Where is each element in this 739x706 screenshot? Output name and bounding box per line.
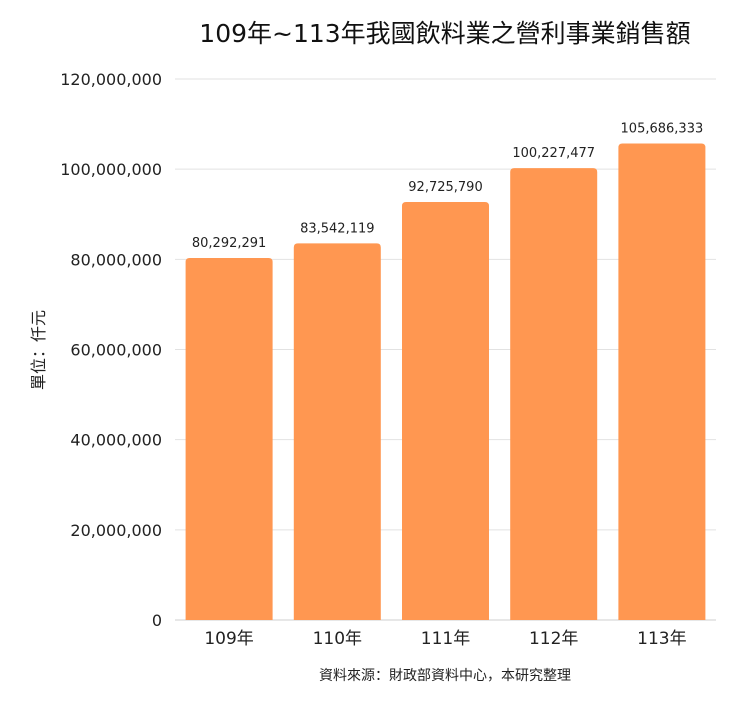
x-tick-label: 112年: [529, 629, 578, 649]
y-tick-label: 120,000,000: [60, 70, 162, 89]
bar: [185, 258, 273, 620]
x-tick-label: 110年: [313, 629, 362, 649]
data-label: 105,686,333: [621, 122, 704, 137]
bar: [293, 243, 381, 621]
x-tick-label: 111年: [421, 629, 470, 649]
y-tick-label: 100,000,000: [60, 160, 162, 179]
y-tick-label: 60,000,000: [70, 341, 162, 360]
x-axis-ticks: 109年 110年 111年 112年 113年: [204, 629, 686, 649]
bar: [618, 143, 706, 621]
bar: [402, 201, 489, 620]
data-labels: 80,292,291 83,542,119 92,725,790 100,227,47…: [192, 122, 703, 251]
bars: [185, 143, 706, 621]
y-tick-label: 20,000,000: [70, 521, 162, 540]
data-label: 92,725,790: [408, 180, 482, 195]
source-note: 資料來源：財政部資料中心，本研究整理: [319, 668, 571, 684]
y-tick-label: 80,000,000: [70, 250, 162, 269]
data-label: 100,227,477: [512, 146, 595, 161]
chart-title: 109年~113年我國飲料業之營利事業銷售額: [199, 19, 690, 48]
bar: [510, 168, 598, 621]
y-axis-label: 單位：仟元: [29, 310, 48, 390]
data-label: 83,542,119: [300, 221, 374, 236]
x-tick-label: 109年: [204, 629, 253, 649]
y-tick-label: 0: [152, 611, 162, 630]
y-tick-label: 40,000,000: [70, 431, 162, 450]
y-axis-ticks: 0 20,000,000 40,000,000 60,000,000 80,000,00…: [60, 70, 162, 630]
data-label: 80,292,291: [192, 236, 266, 251]
x-tick-label: 113年: [637, 629, 686, 649]
